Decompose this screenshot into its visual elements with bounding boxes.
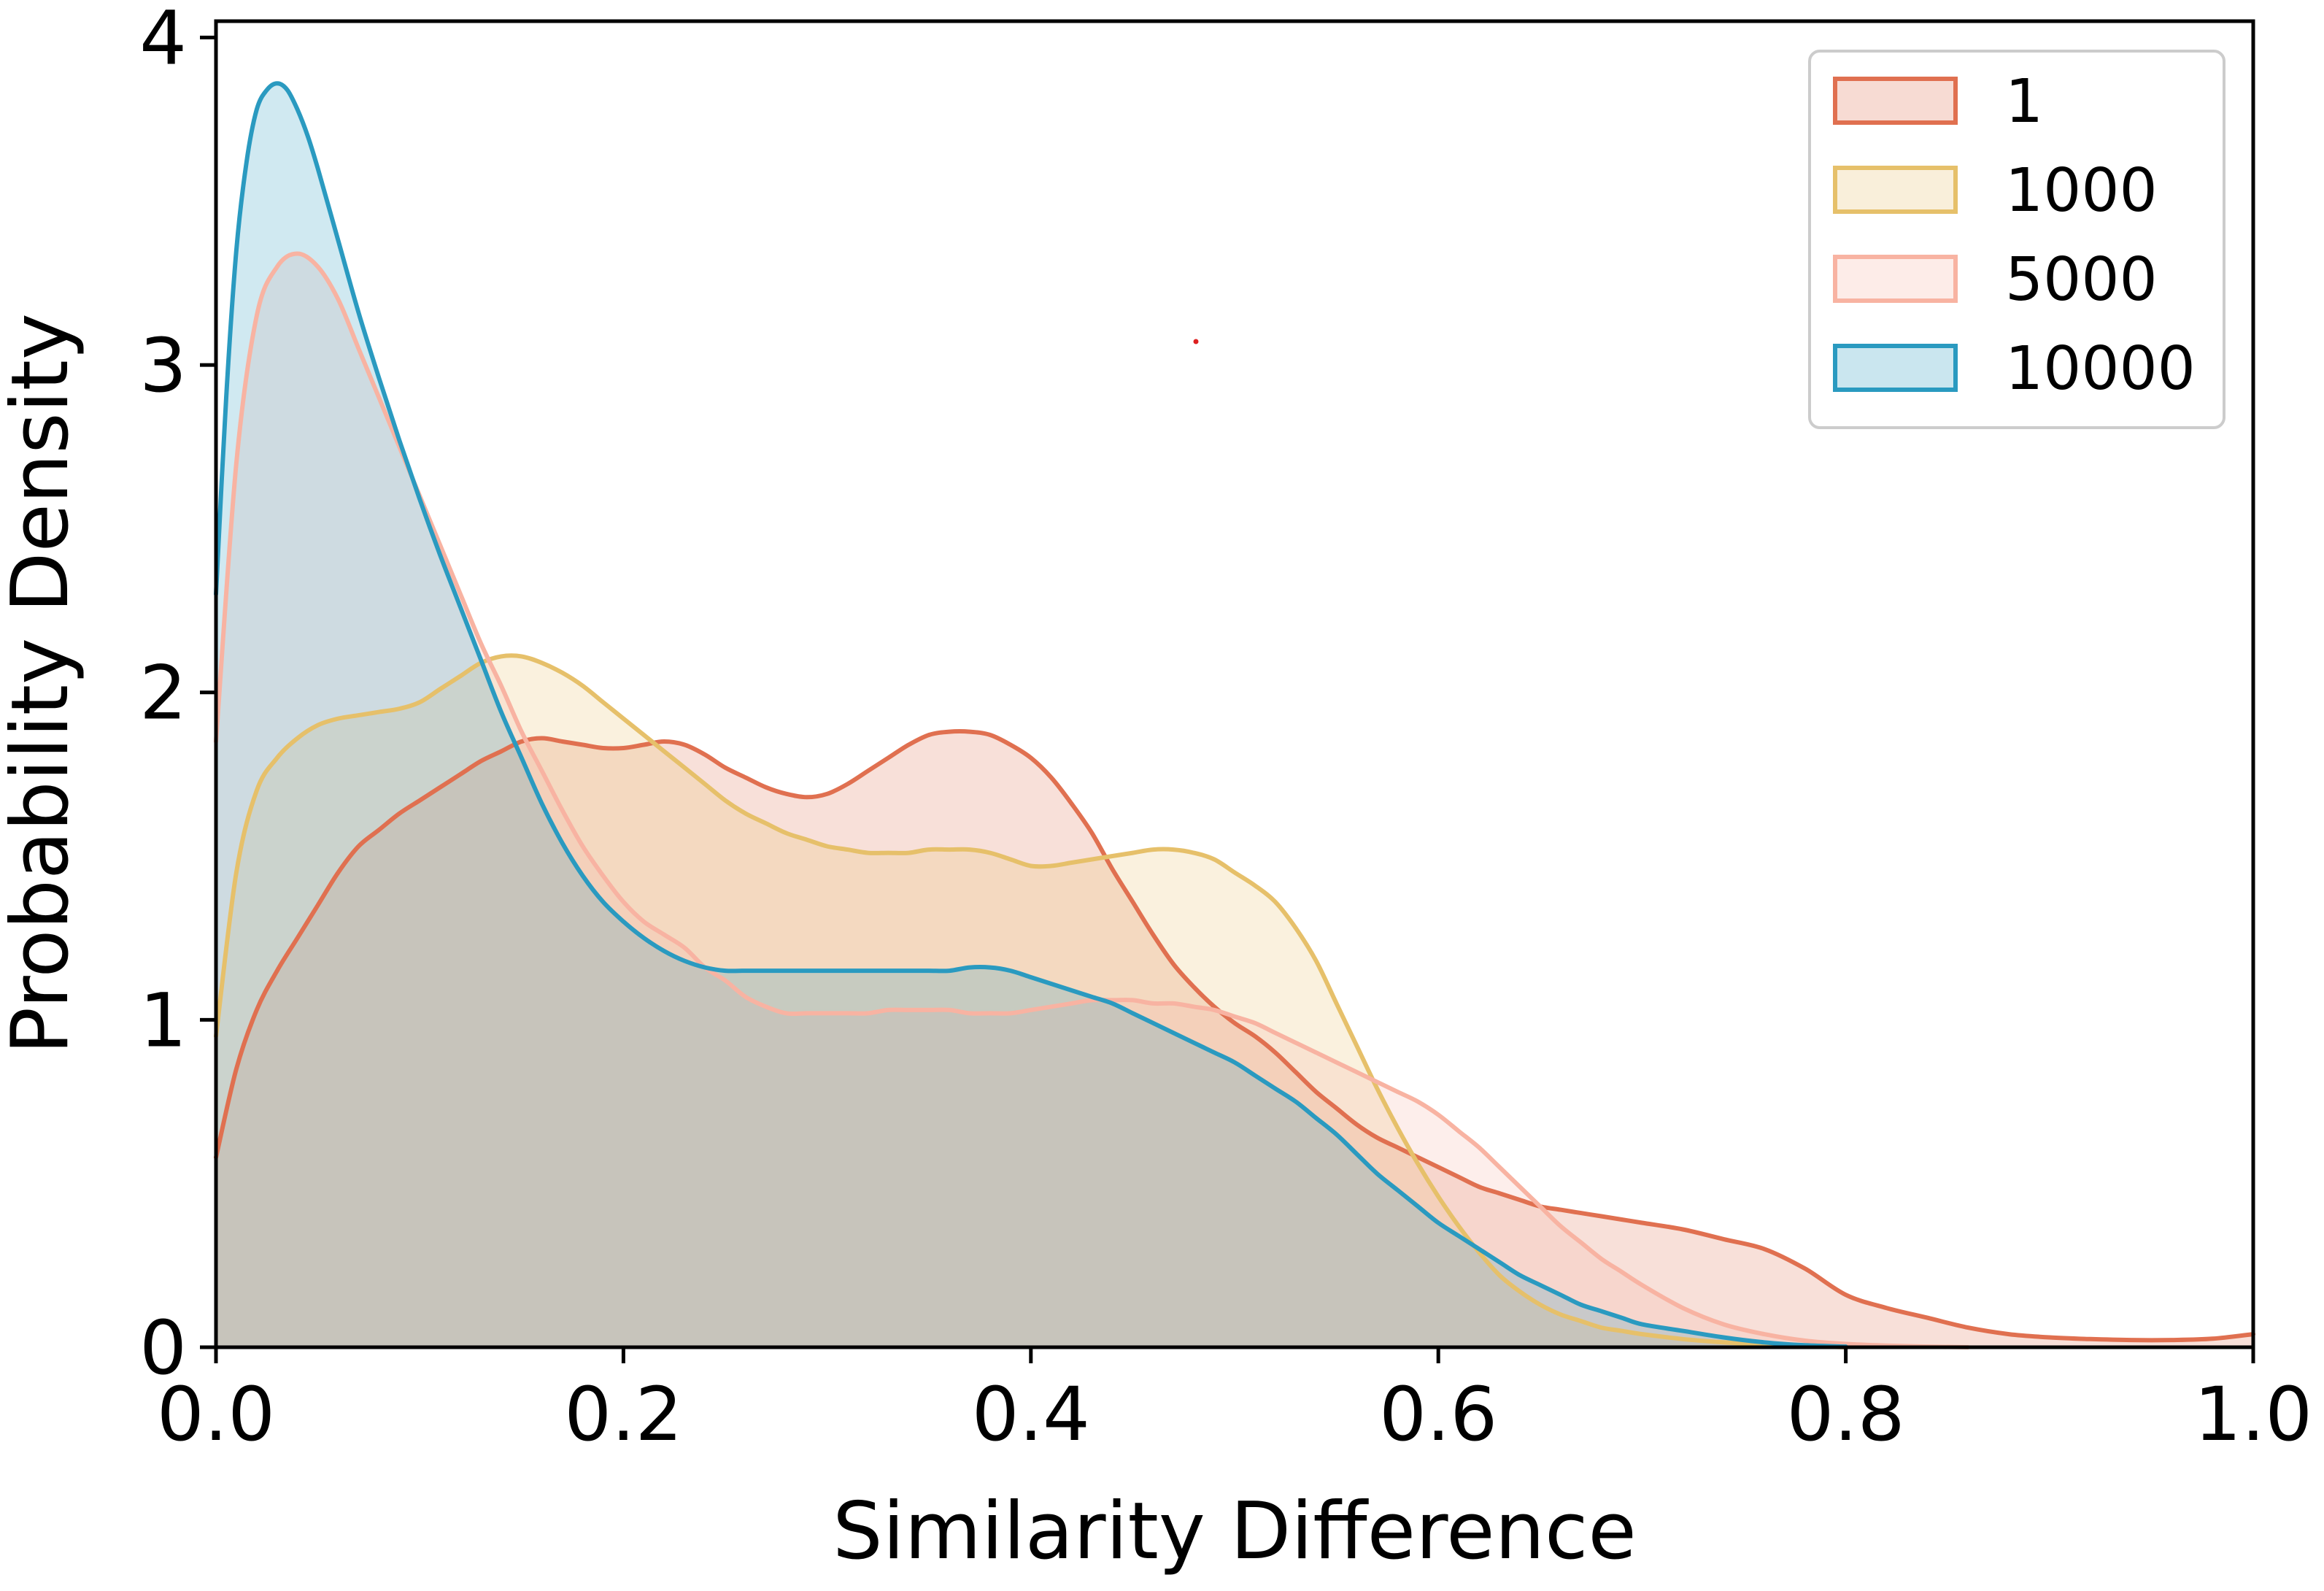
y-tick-label: 3 — [139, 323, 187, 409]
x-tick-label: 0.4 — [972, 1371, 1090, 1458]
series-area-10000 — [216, 83, 1846, 1348]
legend-items: 1 1000 5000 10000 — [1833, 67, 2196, 404]
legend-swatch-5000 — [1833, 255, 1958, 303]
legend-label-1000: 1000 — [2005, 156, 2158, 226]
legend-swatch-1000 — [1833, 166, 1958, 214]
x-tick-label: 0.6 — [1379, 1371, 1497, 1458]
stray-dot — [1193, 339, 1199, 344]
series-areas — [216, 83, 2253, 1348]
series-line-1000 — [214, 653, 1848, 1349]
y-axis-label: Probability Density — [0, 313, 86, 1055]
x-tick-label: 0.0 — [157, 1371, 275, 1458]
x-tick-label: 1.0 — [2194, 1371, 2312, 1458]
y-tick-label: 2 — [139, 650, 187, 737]
x-tick-label: 0.2 — [564, 1371, 682, 1458]
series-area-1000 — [216, 655, 1846, 1347]
legend-label-1: 1 — [2005, 67, 2043, 136]
series-area-1 — [216, 731, 2253, 1347]
x-tick-label: 0.8 — [1786, 1371, 1904, 1458]
series-line-1 — [214, 729, 2255, 1343]
y-axis-ticks: 0 1 2 3 4 — [139, 0, 216, 1392]
series-lines — [214, 81, 2255, 1349]
series-area-5000 — [216, 253, 1969, 1347]
series-line-5000 — [214, 251, 1971, 1349]
legend-label-10000: 10000 — [2005, 334, 2196, 404]
legend-swatch-1 — [1833, 77, 1958, 125]
y-tick-label: 0 — [139, 1305, 187, 1392]
x-axis-ticks: 0.0 0.2 0.4 0.6 0.8 1.0 — [157, 1347, 2312, 1458]
plot-frame — [214, 19, 2255, 1349]
y-tick-label: 1 — [139, 977, 187, 1064]
legend-label-5000: 5000 — [2005, 245, 2158, 315]
series-line-10000 — [214, 81, 1848, 1349]
legend: 1 1000 5000 10000 — [1808, 50, 2225, 429]
x-axis-label: Similarity Difference — [833, 1486, 1637, 1577]
legend-swatch-10000 — [1833, 344, 1958, 392]
legend-frame — [1808, 50, 2225, 429]
y-tick-label: 4 — [139, 0, 187, 82]
